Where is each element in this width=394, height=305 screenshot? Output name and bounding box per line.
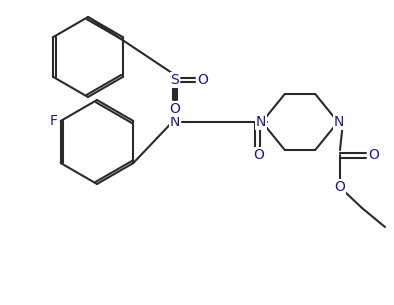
Text: N: N [256, 115, 266, 129]
Text: O: O [368, 148, 379, 162]
Text: S: S [171, 73, 179, 87]
Text: O: O [254, 148, 264, 162]
Text: F: F [50, 114, 58, 128]
Text: O: O [335, 180, 346, 194]
Text: O: O [169, 102, 180, 116]
Text: O: O [197, 73, 208, 87]
Text: N: N [170, 115, 180, 129]
Text: N: N [334, 115, 344, 129]
